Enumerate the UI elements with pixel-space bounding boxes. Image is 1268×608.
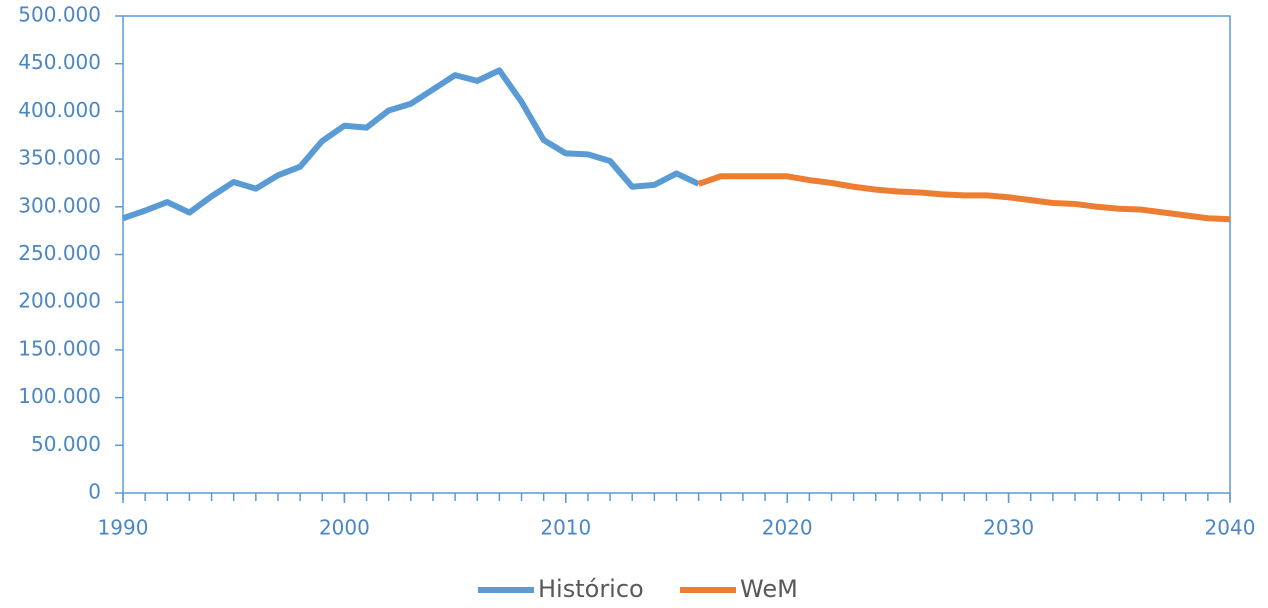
y-tick-label: 300.000 (18, 193, 101, 217)
y-tick-label: 50.000 (31, 432, 101, 456)
legend-label: WeM (740, 575, 798, 603)
series-line (697, 173, 1231, 223)
y-tick-label: 350.000 (18, 146, 101, 170)
plot-frame (122, 15, 1231, 494)
legend-label: Histórico (538, 575, 644, 603)
series-line (122, 67, 700, 222)
x-tick-label: 1990 (98, 516, 149, 540)
y-tick-label: 250.000 (18, 241, 101, 265)
y-tick-label: 200.000 (18, 289, 101, 313)
y-tick-label: 150.000 (18, 336, 101, 360)
x-tick-label: 2000 (319, 516, 370, 540)
y-tick-label: 400.000 (18, 98, 101, 122)
x-tick-label: 2030 (983, 516, 1034, 540)
x-tick-label: 2010 (540, 516, 591, 540)
y-tick-label: 500.000 (18, 3, 101, 27)
y-tick-label: 0 (88, 480, 101, 504)
y-tick-label: 100.000 (18, 384, 101, 408)
y-tick-label: 450.000 (18, 50, 101, 74)
x-tick-label: 2020 (762, 516, 813, 540)
x-tick-label: 2040 (1205, 516, 1256, 540)
